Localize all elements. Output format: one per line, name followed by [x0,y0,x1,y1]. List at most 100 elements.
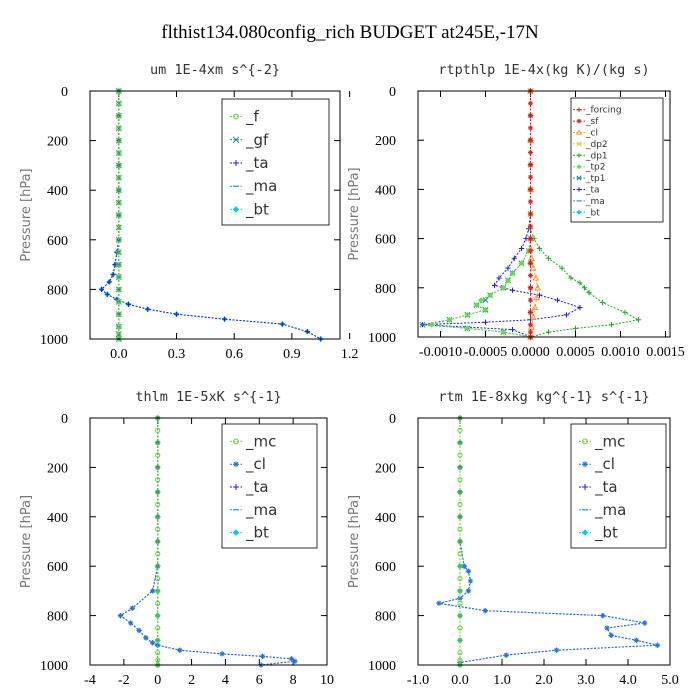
legend-marker [233,160,239,166]
y-axis-label: Pressure [hPa] [347,167,362,260]
data-point [457,625,463,631]
x-tick-label: -2 [118,673,130,688]
data-point [155,501,161,508]
data-point [279,321,285,327]
data-point [155,464,161,470]
data-point [155,575,161,582]
data-point [500,329,507,336]
figure-title: flthist134.080config_rich BUDGET at245E,… [161,22,539,43]
legend: _forcing_sf _cl_dp2_dp1 _tp2_tp1 _ta_ma_bt [570,97,664,223]
plot-frame [417,417,671,666]
data-point [457,600,463,606]
data-point [457,464,463,470]
data-point [503,652,509,658]
legend-label: _forcing [585,106,622,116]
data-point [586,290,592,296]
data-point [464,311,471,318]
data-point [534,284,542,291]
legend-label: _ma [245,177,277,196]
data-point [554,647,560,653]
data-point [635,317,642,323]
data-point [465,588,471,594]
data-point [487,292,493,299]
data-point [116,331,122,337]
legend-marker [233,438,239,445]
legend-box [570,97,664,223]
legend-box [221,98,330,226]
y-tick-label: 0 [61,412,68,427]
data-point [155,526,161,532]
x-tick-label: 0 [154,673,161,688]
data-point [155,452,161,458]
data-point [457,427,463,433]
data-point [116,249,122,255]
data-point [533,294,541,301]
legend-label: _ta [245,478,269,497]
x-tick-label: 2 [188,673,195,688]
data-point [529,313,537,320]
x-tick-label: 0.0 [110,347,128,362]
panel-title: rtm 1E-8xkg kg^{-1} s^{-1} [438,389,649,405]
data-point [116,237,122,243]
data-point [116,324,122,330]
legend-marker [576,118,582,124]
plot-frame [89,90,341,340]
data-point [500,284,507,291]
y-tick-label: 400 [375,511,396,526]
series-tp2 [428,88,534,340]
data-point [173,311,180,317]
data-point [577,304,583,311]
y-axis-label: Pressure [hPa] [19,168,34,261]
series-line [530,91,640,338]
data-point [116,286,122,292]
data-point [509,327,516,333]
series-ta [419,88,583,340]
data-point [527,322,534,328]
x-tick-label: 0.3 [168,347,186,362]
y-tick-label: 600 [375,233,396,248]
x-tick-label: 4.0 [619,673,637,688]
data-point [531,303,539,311]
data-point [559,265,565,271]
data-point [461,563,467,569]
legend-label: _bt [245,200,269,219]
legend-marker [576,141,582,147]
data-point [527,260,534,266]
data-point [155,650,161,656]
data-point [116,187,122,193]
y-tick-label: 400 [47,511,68,526]
data-point [155,642,161,648]
data-point [482,306,489,313]
data-point [527,329,534,335]
data-point [116,262,122,268]
x-tick-label: 10 [320,673,334,688]
legend-label: _gf [245,131,269,150]
data-point [599,299,606,306]
panel-title: thlm 1E-5xK s^{-1} [135,389,281,405]
panel-1: um 1E-4xm s^{-2} Pressure [hPa] 0 200 400 600… [19,62,358,362]
y-tick-label: 400 [375,183,396,198]
x-tick-label: 8 [290,673,297,688]
series-line [100,91,322,340]
data-point [155,613,161,619]
legend-label: _ma [245,501,277,520]
panel-2: rtpthlp 1E-4x(kg K)/(kg s) Pressure [hPa]… [347,62,685,360]
data-point [457,657,463,663]
data-point [110,271,116,278]
series-tp1 [419,88,534,340]
data-point [155,625,161,631]
data-point [155,489,161,495]
data-point [518,260,525,267]
legend-marker [582,438,588,445]
data-point [457,650,463,656]
data-point [554,297,561,303]
data-point [465,568,471,574]
data-point [116,113,122,119]
x-tick-label: 4 [222,673,229,688]
y-tick-label: 200 [375,134,396,149]
data-point [608,632,614,638]
y-tick-label: 1000 [368,331,396,346]
data-point [155,427,161,433]
data-point [116,150,122,156]
